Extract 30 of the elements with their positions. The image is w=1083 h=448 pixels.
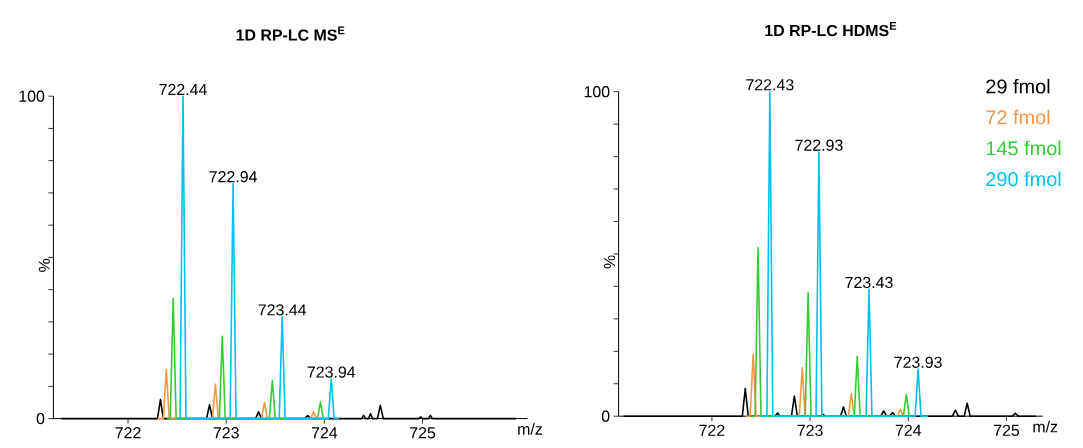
text: 72 fmol	[986, 109, 1050, 125]
y-tick-label: 100	[19, 90, 45, 102]
annotation: 723.93	[894, 356, 942, 368]
x-tick-label: 724	[895, 424, 922, 436]
x-tick-label: 724	[311, 427, 338, 439]
annotation: 722.93	[795, 139, 843, 151]
x-tick-label: 723	[213, 427, 239, 439]
annotation: 723.94	[307, 366, 356, 378]
text: 290 fmol	[986, 171, 1061, 187]
x-axis-title: m/z	[518, 423, 543, 435]
chart-title: 1D RP-LC MS$^{E}$	[236, 26, 345, 41]
annotation: 722.94	[209, 171, 257, 183]
x-tick-label: 722	[699, 424, 725, 436]
x-tick-label: 725	[410, 427, 436, 439]
x-tick-label: 725	[993, 424, 1020, 436]
annotation: 722.43	[746, 79, 794, 91]
chart-title: 1D RP-LC HDMS$^{E}$	[765, 22, 897, 37]
annotation: 723.43	[845, 276, 893, 289]
y-axis-title: %	[603, 255, 616, 269]
y-tick-label: 0	[36, 412, 45, 425]
x-tick-label: 722	[115, 427, 141, 439]
text: 145 fmol	[986, 140, 1061, 156]
annotation: 723.44	[258, 304, 307, 316]
x-axis-title: m/z	[1033, 420, 1058, 433]
x-tick-label: 723	[797, 424, 823, 436]
annotation: 722.44	[159, 83, 207, 95]
y-axis-title: %	[38, 258, 50, 272]
text: 29 fmol	[986, 78, 1050, 94]
y-tick-label: 0	[601, 410, 610, 422]
y-tick-label: 100	[584, 86, 610, 98]
